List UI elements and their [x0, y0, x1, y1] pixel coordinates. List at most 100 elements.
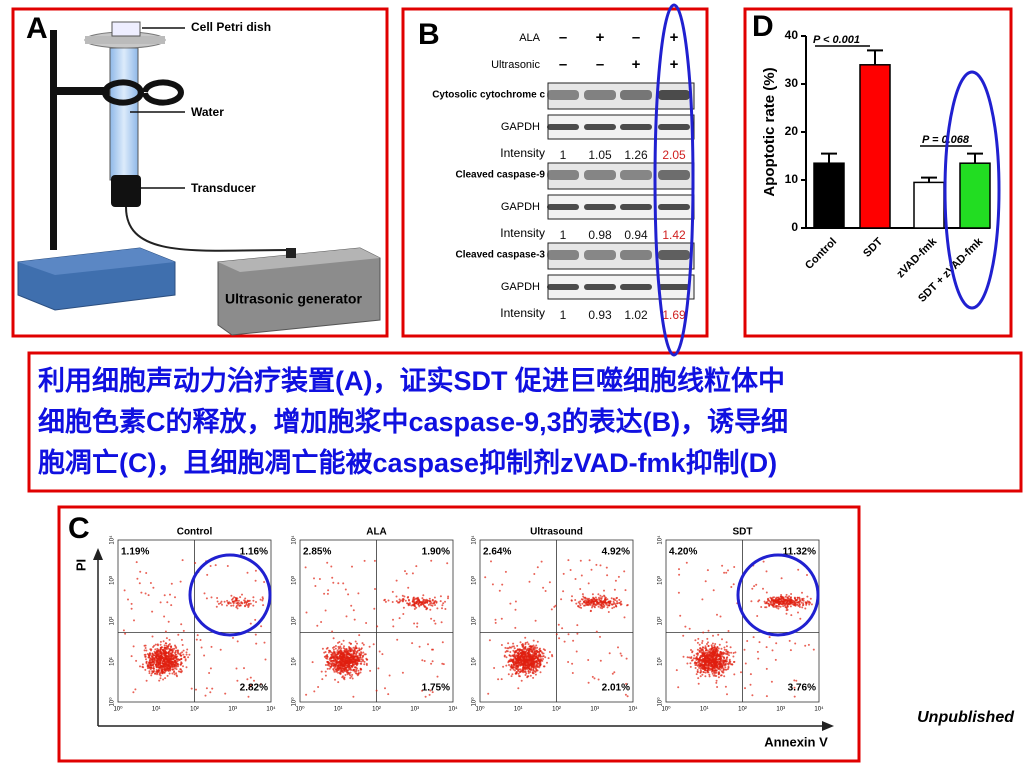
cell-dot — [515, 664, 518, 667]
cell-dot — [799, 617, 802, 620]
cell-dot — [153, 658, 156, 661]
cell-dot — [359, 656, 362, 659]
cell-dot — [519, 670, 522, 673]
cell-dot — [163, 671, 166, 674]
cell-dot — [756, 650, 759, 653]
cell-dot — [536, 669, 539, 672]
cell-dot — [709, 663, 712, 666]
cell-dot — [725, 641, 728, 644]
cell-dot — [351, 673, 354, 676]
cell-dot — [180, 658, 183, 661]
x-tick-label: 10³ — [590, 707, 599, 713]
cell-dot — [159, 674, 162, 677]
cell-dot — [531, 658, 534, 661]
cell-dot — [179, 670, 182, 673]
cell-dot — [392, 618, 394, 621]
cell-dot — [343, 645, 345, 648]
cell-dot — [780, 577, 783, 580]
cell-dot — [584, 596, 587, 599]
gapdh-band — [620, 124, 652, 130]
cell-dot — [765, 695, 768, 698]
cell-dot — [777, 607, 780, 610]
cell-dot — [533, 573, 536, 575]
cell-dot — [529, 661, 532, 664]
cell-dot — [358, 647, 361, 650]
cell-dot — [260, 625, 263, 628]
cell-dot — [701, 598, 704, 601]
cell-dot — [164, 677, 167, 680]
cell-dot — [698, 643, 701, 646]
cell-dot — [500, 644, 503, 646]
cell-dot — [150, 658, 153, 661]
cell-dot — [542, 655, 545, 657]
cell-dot — [226, 599, 229, 602]
cell-dot — [350, 661, 353, 664]
cell-dot — [164, 630, 167, 633]
plot-title: ALA — [366, 527, 387, 538]
cell-dot — [304, 566, 307, 569]
cell-dot — [620, 654, 623, 657]
cell-dot — [426, 601, 429, 604]
cell-dot — [237, 599, 240, 602]
cell-dot — [527, 654, 530, 657]
treatment-sign: – — [559, 29, 567, 46]
cell-dot — [586, 602, 589, 605]
cell-dot — [429, 689, 432, 692]
cell-dot — [353, 670, 356, 673]
cell-dot — [567, 559, 570, 562]
cell-dot — [122, 629, 125, 632]
cell-dot — [712, 666, 714, 669]
cell-dot — [701, 660, 704, 663]
cell-dot — [591, 675, 594, 678]
cell-dot — [779, 605, 782, 608]
cell-dot — [336, 657, 339, 660]
cell-dot — [514, 608, 517, 611]
cell-dot — [734, 651, 737, 654]
cell-dot — [164, 658, 167, 661]
cell-dot — [701, 667, 704, 670]
bar — [913, 181, 945, 229]
cell-dot — [149, 648, 152, 651]
cell-dot — [560, 598, 563, 601]
cell-dot — [732, 655, 735, 658]
cell-dot — [356, 662, 359, 665]
cell-dot — [334, 647, 337, 650]
cell-dot — [411, 599, 414, 602]
cell-dot — [176, 650, 179, 653]
quadrant-value: 1.90% — [422, 547, 450, 558]
quadrant-value: 11.32% — [783, 547, 816, 558]
cell-dot — [246, 599, 249, 602]
cell-dot — [130, 602, 133, 605]
cell-dot — [752, 636, 755, 639]
cell-dot — [602, 601, 604, 604]
cell-dot — [491, 583, 494, 586]
cell-dot — [135, 659, 138, 662]
cell-dot — [331, 652, 334, 654]
cell-dot — [616, 600, 618, 603]
cell-dot — [697, 682, 700, 685]
cell-dot — [387, 599, 390, 602]
cell-dot — [412, 598, 415, 601]
cell-dot — [527, 643, 530, 646]
cell-dot — [221, 603, 223, 606]
cell-dot — [244, 597, 247, 600]
panel-d-frame — [743, 7, 1013, 338]
cell-dot — [572, 639, 575, 642]
cell-dot — [340, 667, 343, 670]
cell-dot — [708, 653, 711, 656]
cell-dot — [716, 686, 719, 688]
cell-dot — [614, 599, 617, 602]
cell-dot — [781, 603, 784, 606]
cell-dot — [230, 594, 233, 597]
cell-dot — [524, 636, 527, 639]
cell-dot — [788, 595, 791, 598]
y-tick-label: 10¹ — [110, 657, 116, 666]
cell-dot — [158, 655, 161, 658]
cell-dot — [522, 671, 525, 674]
cell-dot — [127, 598, 129, 601]
treatment-sign: + — [670, 56, 679, 73]
cell-dot — [174, 659, 176, 662]
cell-dot — [580, 606, 583, 609]
y-tick-label: 10³ — [472, 576, 478, 585]
cell-dot — [512, 661, 514, 664]
